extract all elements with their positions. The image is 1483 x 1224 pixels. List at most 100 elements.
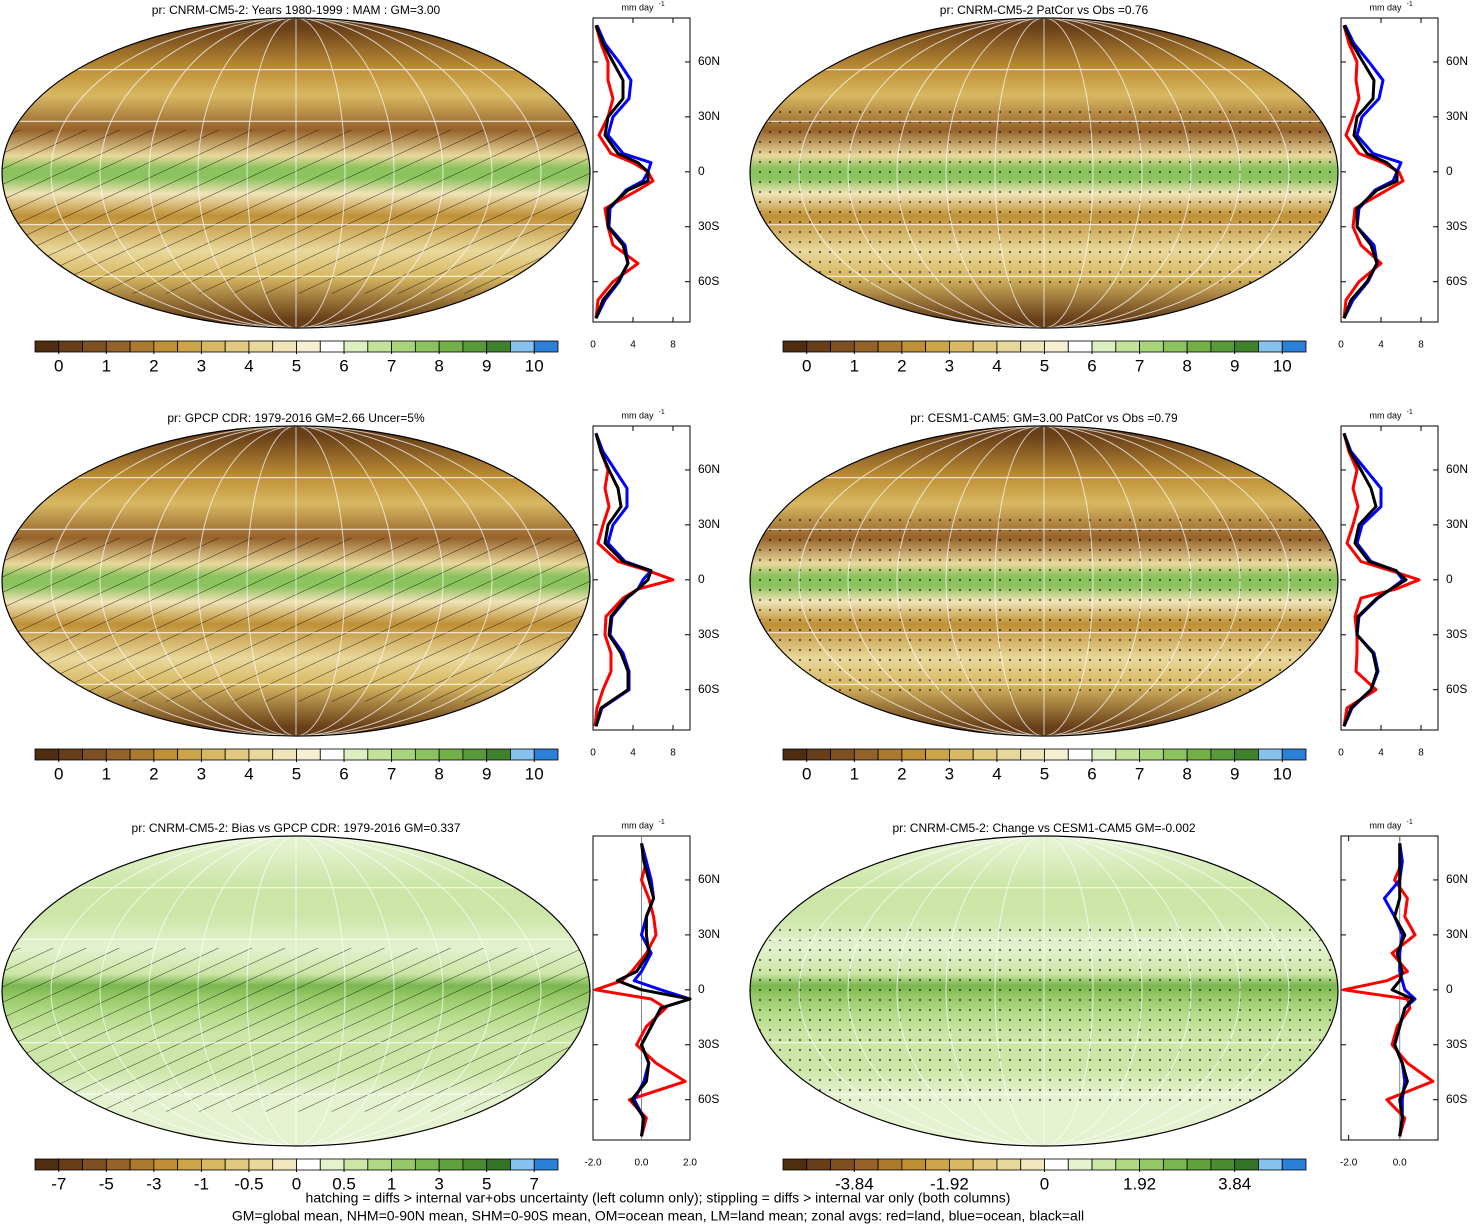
zonal-line [1390, 843, 1414, 1137]
colorbar-cell [782, 340, 808, 353]
map-outline [1, 17, 591, 329]
x-axis-label: mm day [621, 410, 654, 420]
colorbar-tick-label: 2 [149, 764, 158, 783]
colorbar-cell [105, 340, 131, 353]
x-tick-label: -2.0 [1340, 1158, 1358, 1169]
colorbar-cell [58, 1158, 83, 1171]
colorbar-tick-label: 0 [54, 356, 63, 375]
colorbar-cell [224, 1158, 250, 1171]
colorbar-cell [177, 1158, 202, 1171]
y-tick-label: 30S [698, 627, 719, 641]
panel-title: pr: CNRM-CM5-2: Change vs CESM1-CAM5 GM=… [892, 821, 1195, 835]
graticule [798, 426, 1290, 736]
colorbar-cell [296, 340, 321, 353]
colorbar-tick-label: 9 [482, 764, 491, 783]
colorbar-cell [272, 1158, 297, 1171]
colorbar-cell [1139, 748, 1164, 761]
graticule [798, 18, 1290, 328]
graticule [246, 18, 346, 328]
colorbar-cell [438, 340, 464, 353]
graticule [847, 18, 1241, 328]
colorbar-cell [996, 1158, 1022, 1171]
colorbar-cell [996, 340, 1022, 353]
graticule [99, 18, 493, 328]
x-axis-label-exponent: -1 [659, 1, 665, 8]
colorbar-cell [1115, 1158, 1140, 1171]
colorbar-cell [129, 748, 155, 761]
zonal-line [593, 432, 675, 727]
x-axis-label-exponent: -1 [1407, 1, 1413, 8]
colorbar-cell [296, 1158, 321, 1171]
x-tick-label: 8 [1418, 340, 1424, 351]
colorbar-cell [806, 340, 831, 353]
colorbar-tick-label: -3 [146, 1174, 161, 1193]
graticule [197, 18, 395, 328]
colorbar-cell [367, 1158, 392, 1171]
zonal-line [1342, 432, 1408, 727]
colorbar-cell [877, 1158, 903, 1171]
y-tick-label: 30N [698, 109, 720, 123]
colorbar-cell [853, 748, 879, 761]
stippling [750, 922, 1338, 1103]
colorbar-tick-label: 4 [992, 356, 1001, 375]
colorbar-tick-label: 0.5 [332, 1174, 356, 1193]
x-tick-label: 4 [630, 340, 636, 351]
x-axis-label: mm day [621, 2, 654, 12]
colorbar-cell [1162, 340, 1188, 353]
x-tick-label: -2.0 [584, 1158, 602, 1169]
colorbar-cell [1020, 340, 1045, 353]
colorbar-tick-label: 1 [387, 1174, 396, 1193]
map-overlay [2, 426, 590, 736]
colorbar-cell [1162, 748, 1188, 761]
y-tick-label: 30S [698, 219, 719, 233]
colorbar-tick-label: 7 [1135, 764, 1144, 783]
graticule [50, 426, 542, 736]
colorbar-tick-label: 3 [197, 356, 206, 375]
panel: pr: CNRM-CM5-2: Change vs CESM1-CAM5 GM=… [749, 819, 1468, 1193]
plot-frame [1340, 425, 1439, 731]
y-tick-label: 30S [1446, 219, 1467, 233]
colorbar-cell [272, 748, 297, 761]
colorbar-cell [830, 748, 855, 761]
colorbar-cell [1186, 748, 1212, 761]
colorbar-tick-label: 2 [149, 356, 158, 375]
colorbar-cell [853, 1158, 879, 1171]
colorbar-cell [972, 748, 998, 761]
colorbar-cell [82, 1158, 107, 1171]
colorbar-cell [877, 748, 903, 761]
colorbar-cell [414, 340, 440, 353]
colorbar-tick-label: 3.84 [1218, 1174, 1251, 1193]
colorbar-cell [391, 748, 416, 761]
colorbar-tick-label: 1 [102, 764, 111, 783]
colorbar-tick-label: 0 [1040, 1174, 1049, 1193]
colorbar-cell [129, 340, 155, 353]
y-tick-label: 60S [1446, 1092, 1467, 1106]
footer-note: hatching = diffs > internal var+obs unce… [306, 1190, 1011, 1206]
x-tick-label: 4 [1378, 748, 1384, 759]
map-outline [1, 835, 591, 1147]
colorbar-cell [1210, 1158, 1236, 1171]
hatching [2, 129, 590, 294]
colorbar-tick-label: 10 [525, 764, 544, 783]
y-tick-label: 60S [1446, 274, 1467, 288]
colorbar-cell [1234, 340, 1259, 353]
colorbar-cell [830, 340, 855, 353]
x-tick-label: 0 [1338, 340, 1344, 351]
y-tick-label: 60N [1446, 462, 1468, 476]
zonal-line [1342, 24, 1405, 319]
graticule [896, 426, 1192, 736]
colorbar-tick-label: 5 [292, 764, 301, 783]
y-tick-label: 60N [698, 462, 720, 476]
colorbar-cell [82, 748, 107, 761]
hatching [2, 537, 590, 702]
colorbar-tick-label: -5 [99, 1174, 114, 1193]
colorbar-tick-label: 0 [292, 1174, 301, 1193]
panel-title: pr: CNRM-CM5-2: Bias vs GPCP CDR: 1979-2… [132, 821, 461, 835]
colorbar-cell [901, 1158, 927, 1171]
colorbar-cell [949, 340, 974, 353]
colorbar-cell [1020, 1158, 1045, 1171]
colorbar-cell [510, 1158, 535, 1171]
graticule [197, 426, 395, 736]
colorbar-cell [462, 340, 488, 353]
colorbar-cell [201, 340, 226, 353]
